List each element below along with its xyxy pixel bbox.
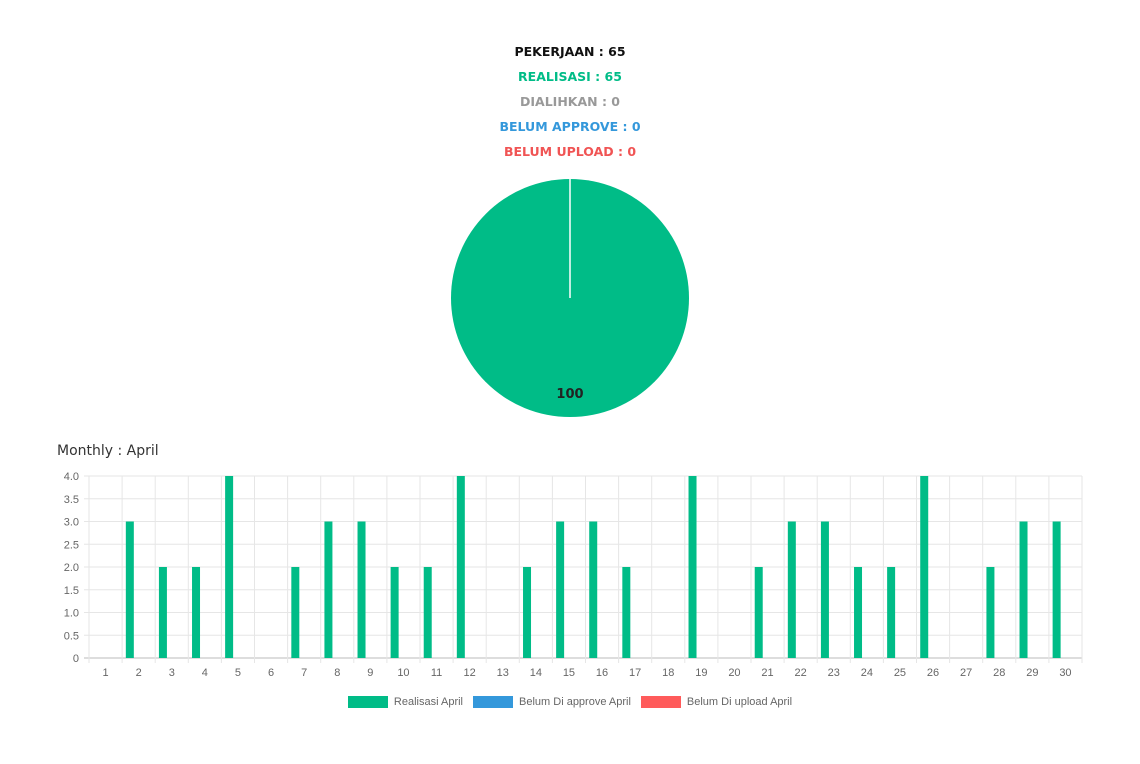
summary-panel: PEKERJAAN : 65 REALISASI : 65 DIALIHKAN … xyxy=(0,42,1140,167)
y-tick-label: 4.0 xyxy=(64,471,79,483)
y-tick-label: 0 xyxy=(73,653,79,665)
x-tick-label: 27 xyxy=(960,667,972,679)
y-tick-label: 3.0 xyxy=(64,517,79,529)
x-tick-label: 28 xyxy=(993,667,1005,679)
bar-realisasi-april-11[interactable] xyxy=(423,567,432,658)
dialihkan-total: DIALIHKAN : 0 xyxy=(520,94,620,109)
x-tick-label: 15 xyxy=(563,667,575,679)
x-tick-label: 6 xyxy=(268,667,274,679)
bar-realisasi-april-24[interactable] xyxy=(854,567,863,658)
x-tick-label: 21 xyxy=(761,667,773,679)
bar-realisasi-april-21[interactable] xyxy=(754,567,763,658)
bar-realisasi-april-10[interactable] xyxy=(390,567,399,658)
bar-realisasi-april-19[interactable] xyxy=(688,476,697,658)
y-tick-label: 3.5 xyxy=(64,494,79,506)
legend-label-belum-approve: Belum Di approve April xyxy=(519,696,631,708)
x-tick-label: 20 xyxy=(728,667,740,679)
x-tick-label: 22 xyxy=(795,667,807,679)
legend-swatch-belum-upload xyxy=(640,696,681,708)
monthly-chart-title: Monthly : April xyxy=(57,443,159,459)
bar-realisasi-april-22[interactable] xyxy=(787,521,796,659)
realisasi-total: REALISASI : 65 xyxy=(518,69,622,84)
y-tick-label: 1.0 xyxy=(64,608,79,620)
x-tick-label: 8 xyxy=(334,667,340,679)
chart-legend: Realisasi April Belum Di approve April B… xyxy=(0,696,1140,708)
x-tick-label: 30 xyxy=(1059,667,1071,679)
x-tick-label: 3 xyxy=(169,667,175,679)
x-tick-label: 16 xyxy=(596,667,608,679)
x-tick-label: 10 xyxy=(397,667,409,679)
y-tick-label: 1.5 xyxy=(64,585,79,597)
bar-realisasi-april-17[interactable] xyxy=(622,567,631,658)
bar-realisasi-april-29[interactable] xyxy=(1019,521,1028,659)
legend-item-belum-approve[interactable]: Belum Di approve April xyxy=(473,696,631,708)
legend-swatch-realisasi xyxy=(347,696,388,708)
bar-realisasi-april-30[interactable] xyxy=(1052,521,1061,659)
bar-realisasi-april-12[interactable] xyxy=(456,476,465,658)
pekerjaan-total: PEKERJAAN : 65 xyxy=(514,44,626,59)
x-tick-label: 11 xyxy=(431,667,442,679)
x-tick-label: 14 xyxy=(530,667,542,679)
x-tick-label: 19 xyxy=(695,667,707,679)
legend-item-belum-upload[interactable]: Belum Di upload April xyxy=(640,696,793,708)
legend-item-realisasi[interactable]: Realisasi April xyxy=(347,696,464,708)
bar-realisasi-april-3[interactable] xyxy=(158,567,167,658)
bar-realisasi-april-9[interactable] xyxy=(357,521,366,659)
x-tick-label: 23 xyxy=(828,667,840,679)
y-tick-label: 2.0 xyxy=(64,562,79,574)
x-tick-label: 29 xyxy=(1026,667,1038,679)
bar-realisasi-april-2[interactable] xyxy=(125,521,134,659)
bar-realisasi-april-7[interactable] xyxy=(291,567,300,658)
monthly-bar-chart[interactable]: 00.51.01.52.02.53.03.54.01 2 3 4 5 6 7 8 9 10 11 12… xyxy=(0,460,1140,690)
x-tick-label: 2 xyxy=(136,667,142,679)
bar-realisasi-april-16[interactable] xyxy=(589,521,598,659)
bar-realisasi-april-5[interactable] xyxy=(225,476,234,658)
legend-label-belum-upload: Belum Di upload April xyxy=(686,696,793,708)
x-tick-label: 26 xyxy=(927,667,939,679)
bar-realisasi-april-15[interactable] xyxy=(556,521,565,659)
x-tick-label: 18 xyxy=(662,667,674,679)
bar-realisasi-april-25[interactable] xyxy=(887,567,896,658)
x-tick-label: 13 xyxy=(497,667,509,679)
y-tick-label: 0.5 xyxy=(64,630,79,642)
bar-realisasi-april-4[interactable] xyxy=(192,567,201,658)
x-tick-label: 1 xyxy=(102,667,108,679)
x-tick-label: 24 xyxy=(861,667,873,679)
x-tick-label: 9 xyxy=(367,667,373,679)
bar-realisasi-april-23[interactable] xyxy=(820,521,829,659)
legend-swatch-belum-approve xyxy=(473,696,514,708)
legend-label-realisasi: Realisasi April xyxy=(393,696,464,708)
x-tick-label: 5 xyxy=(235,667,241,679)
x-tick-label: 25 xyxy=(894,667,906,679)
bar-realisasi-april-26[interactable] xyxy=(920,476,929,658)
belum-upload-total: BELUM UPLOAD : 0 xyxy=(503,144,637,159)
x-tick-label: 12 xyxy=(464,667,476,679)
bar-realisasi-april-14[interactable] xyxy=(523,567,532,658)
x-tick-label: 7 xyxy=(301,667,307,679)
pie-data-label: 100 xyxy=(556,387,583,402)
belum-approve-total: BELUM APPROVE : 0 xyxy=(499,119,641,134)
pie-chart[interactable]: 100 xyxy=(440,168,700,428)
x-tick-label: 4 xyxy=(202,667,208,679)
bar-realisasi-april-8[interactable] xyxy=(324,521,333,659)
y-tick-label: 2.5 xyxy=(64,539,79,551)
x-tick-label: 17 xyxy=(629,667,641,679)
bar-realisasi-april-28[interactable] xyxy=(986,567,995,658)
